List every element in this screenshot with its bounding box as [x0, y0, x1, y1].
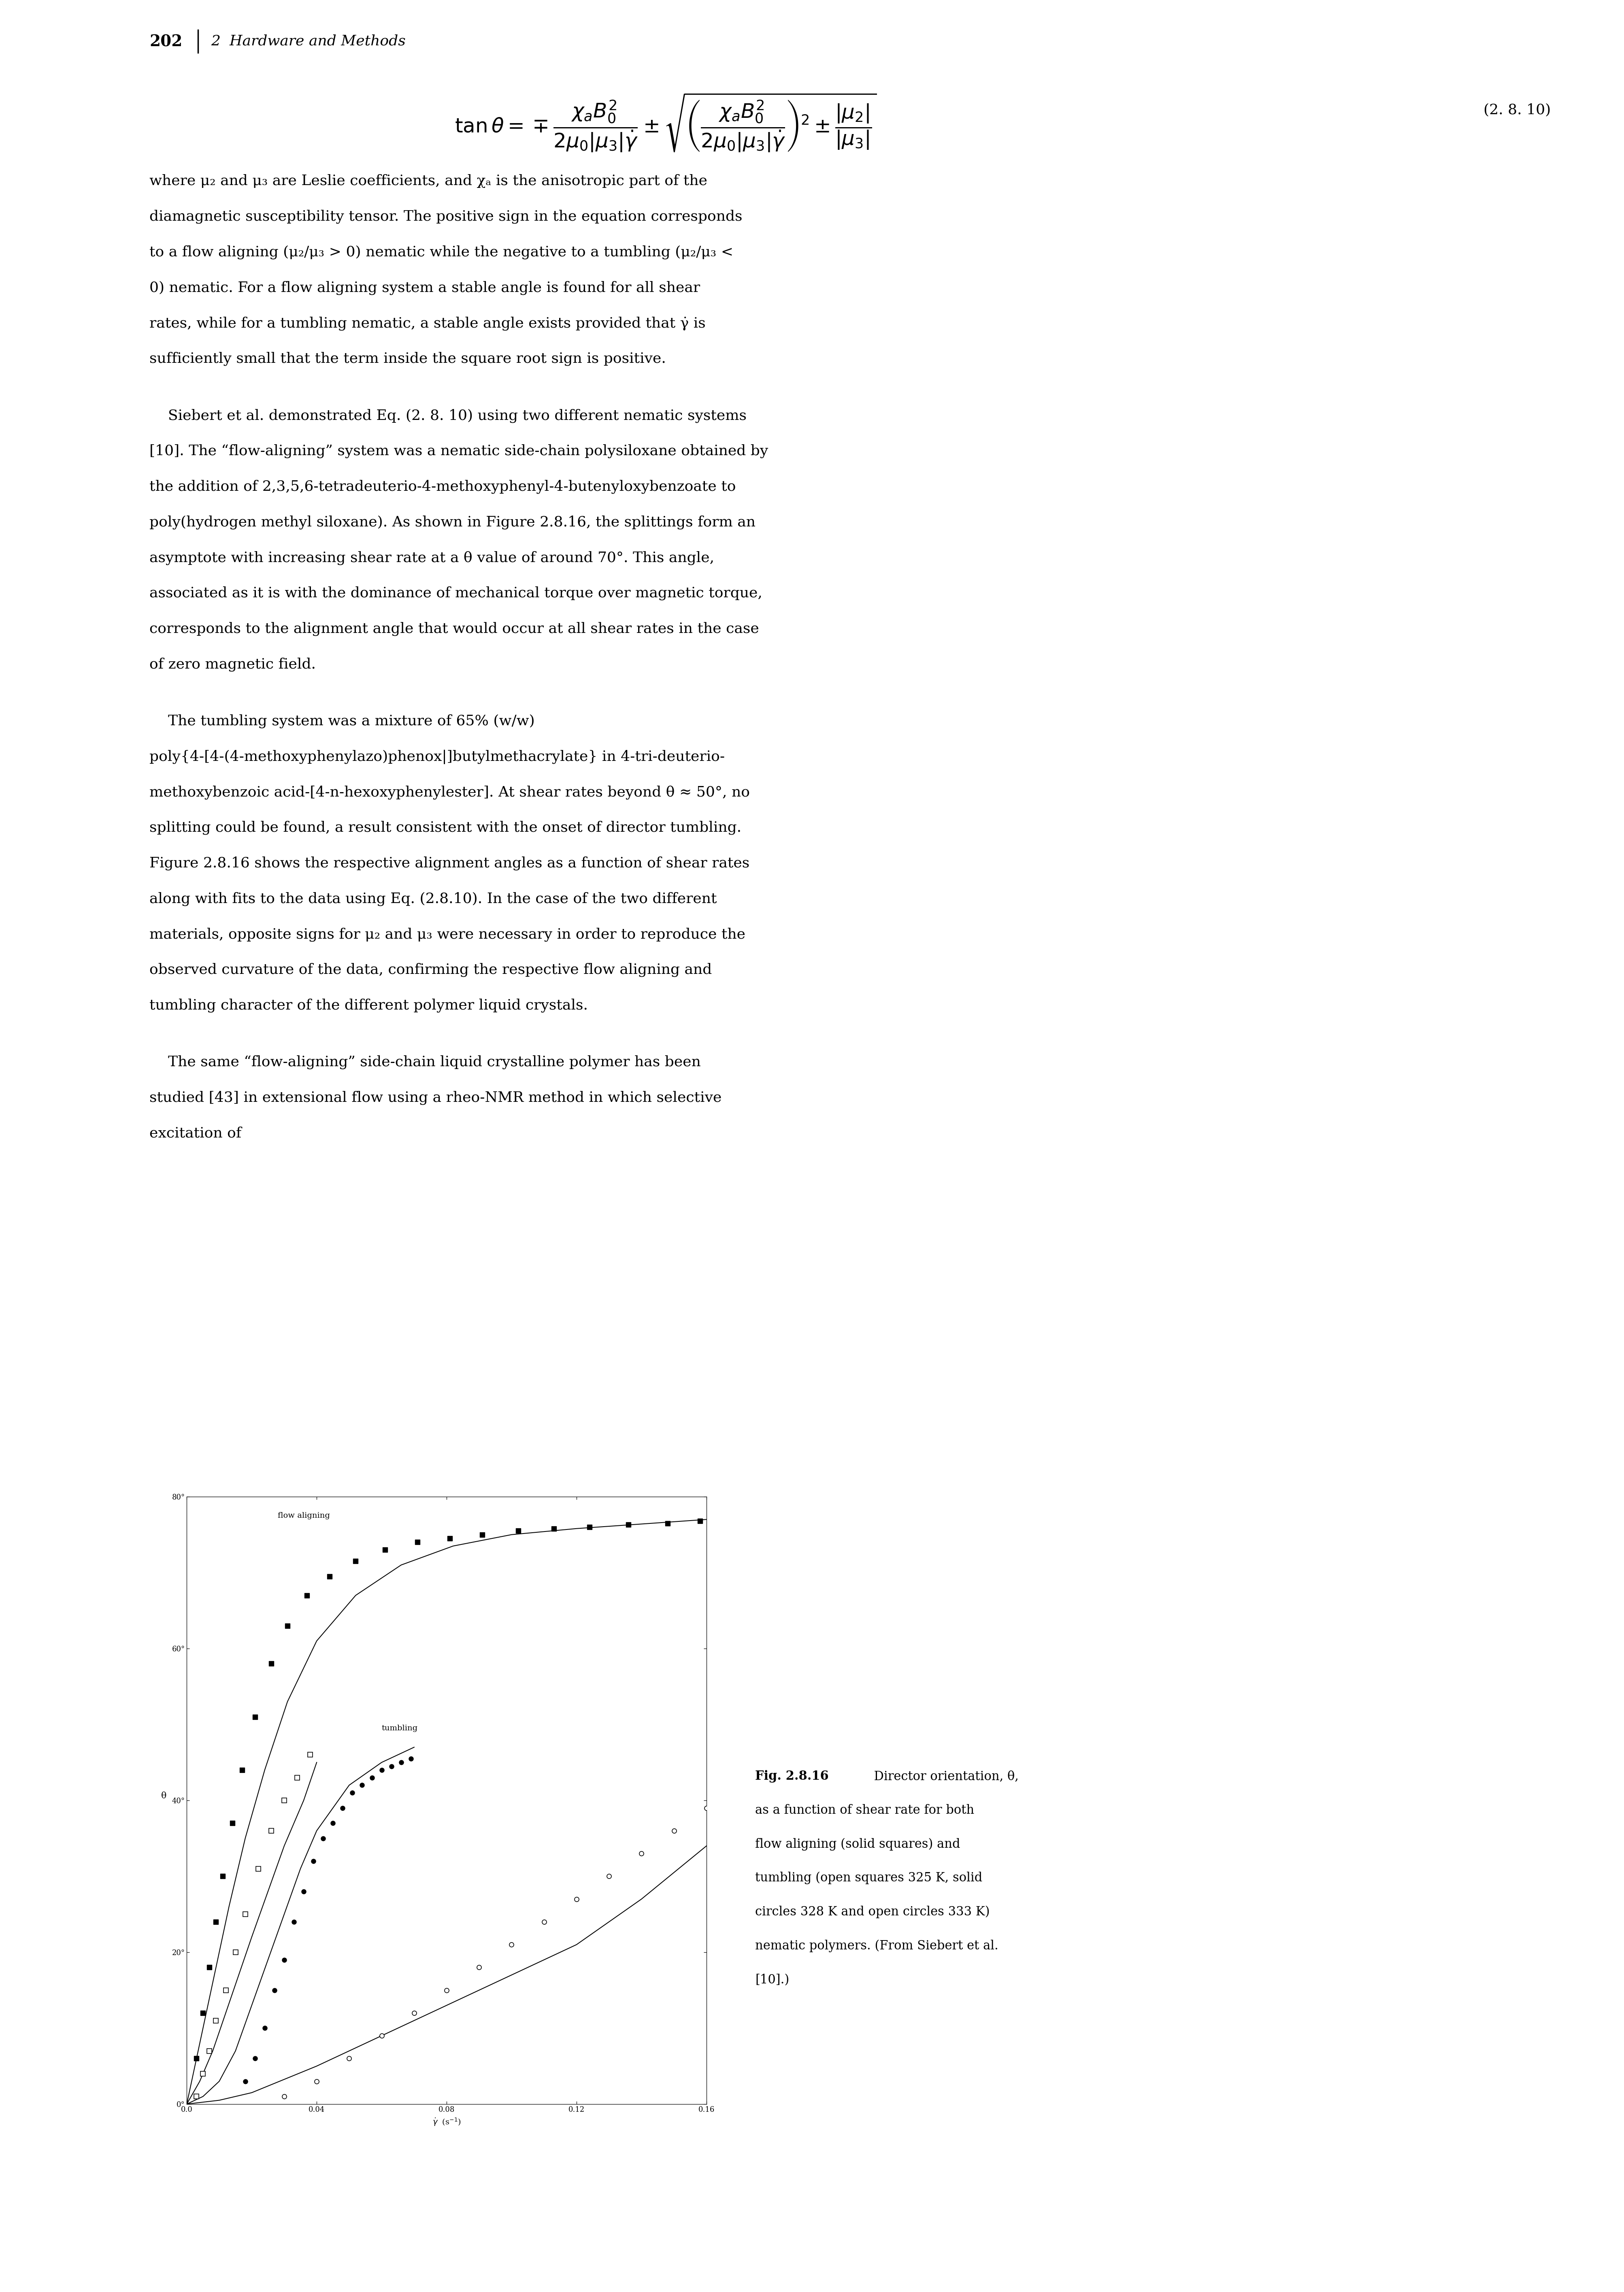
Text: excitation of: excitation of [149, 1125, 242, 1139]
Text: studied [43] in extensional flow using a rheo-NMR method in which selective: studied [43] in extensional flow using a… [149, 1091, 721, 1105]
Text: asymptote with increasing shear rate at a θ value of around 70°. This angle,: asymptote with increasing shear rate at … [149, 550, 715, 564]
Text: methoxybenzoic acid-[4-n-hexoxyphenylester]. At shear rates beyond θ ≈ 50°, no: methoxybenzoic acid-[4-n-hexoxyphenylest… [149, 786, 750, 800]
Text: flow aligning (solid squares) and: flow aligning (solid squares) and [755, 1838, 960, 1850]
Text: to a flow aligning (μ₂/μ₃ > 0) nematic while the negative to a tumbling (μ₂/μ₃ <: to a flow aligning (μ₂/μ₃ > 0) nematic w… [149, 245, 734, 259]
Text: diamagnetic susceptibility tensor. The positive sign in the equation corresponds: diamagnetic susceptibility tensor. The p… [149, 209, 742, 225]
Text: nematic polymers. (From Siebert et al.: nematic polymers. (From Siebert et al. [755, 1939, 999, 1953]
Text: of zero magnetic field.: of zero magnetic field. [149, 658, 315, 672]
Text: associated as it is with the dominance of mechanical torque over magnetic torque: associated as it is with the dominance o… [149, 587, 762, 601]
Text: splitting could be found, a result consistent with the onset of director tumblin: splitting could be found, a result consi… [149, 821, 742, 834]
Text: tumbling character of the different polymer liquid crystals.: tumbling character of the different poly… [149, 999, 588, 1013]
Text: poly(hydrogen methyl siloxane). As shown in Figure 2.8.16, the splittings form a: poly(hydrogen methyl siloxane). As shown… [149, 516, 755, 529]
Text: the addition of 2,3,5,6-tetradeuterio-4-methoxyphenyl-4-butenyloxybenzoate to: the addition of 2,3,5,6-tetradeuterio-4-… [149, 479, 736, 493]
Text: materials, opposite signs for μ₂ and μ₃ were necessary in order to reproduce the: materials, opposite signs for μ₂ and μ₃ … [149, 928, 745, 942]
Text: tumbling: tumbling [382, 1726, 417, 1733]
Text: (2. 8. 10): (2. 8. 10) [1484, 103, 1551, 117]
Text: tumbling (open squares 325 K, solid: tumbling (open squares 325 K, solid [755, 1873, 983, 1884]
Text: Fig. 2.8.16: Fig. 2.8.16 [755, 1769, 828, 1783]
Text: 2  Hardware and Methods: 2 Hardware and Methods [211, 34, 406, 48]
Text: 202: 202 [149, 34, 182, 50]
Text: The same “flow-aligning” side-chain liquid crystalline polymer has been: The same “flow-aligning” side-chain liqu… [149, 1054, 702, 1068]
Text: $\tan\theta = \mp\dfrac{\chi_a B_0^2}{2\mu_0|\mu_3|\dot{\gamma}} \pm \sqrt{\left: $\tan\theta = \mp\dfrac{\chi_a B_0^2}{2\… [455, 92, 877, 154]
Text: sufficiently small that the term inside the square root sign is positive.: sufficiently small that the term inside … [149, 351, 666, 367]
Text: [10].): [10].) [755, 1973, 789, 1987]
Text: Figure 2.8.16 shows the respective alignment angles as a function of shear rates: Figure 2.8.16 shows the respective align… [149, 857, 750, 871]
Text: circles 328 K and open circles 333 K): circles 328 K and open circles 333 K) [755, 1905, 989, 1918]
Text: Director orientation, θ,: Director orientation, θ, [866, 1769, 1018, 1783]
Text: as a function of shear rate for both: as a function of shear rate for both [755, 1804, 974, 1818]
X-axis label: $\dot{\gamma}$  (s$^{-1}$): $\dot{\gamma}$ (s$^{-1}$) [432, 2118, 461, 2127]
Text: rates, while for a tumbling nematic, a stable angle exists provided that γ̇ is: rates, while for a tumbling nematic, a s… [149, 316, 705, 330]
Text: along with fits to the data using Eq. (2.8.10). In the case of the two different: along with fits to the data using Eq. (2… [149, 892, 716, 905]
Text: where μ₂ and μ₃ are Leslie coefficients, and χₐ is the anisotropic part of the: where μ₂ and μ₃ are Leslie coefficients,… [149, 174, 708, 188]
Y-axis label: θ: θ [161, 1792, 167, 1802]
Text: 0) nematic. For a flow aligning system a stable angle is found for all shear: 0) nematic. For a flow aligning system a… [149, 280, 700, 296]
Text: Siebert et al. demonstrated Eq. (2. 8. 10) using two different nematic systems: Siebert et al. demonstrated Eq. (2. 8. 1… [149, 408, 747, 422]
Text: corresponds to the alignment angle that would occur at all shear rates in the ca: corresponds to the alignment angle that … [149, 621, 758, 635]
Text: observed curvature of the data, confirming the respective flow aligning and: observed curvature of the data, confirmi… [149, 963, 711, 976]
Text: flow aligning: flow aligning [278, 1513, 330, 1520]
Text: poly{4-[4-(4-methoxyphenylazo)phenox|]butylmethacrylate} in 4-tri-deuterio-: poly{4-[4-(4-methoxyphenylazo)phenox|]bu… [149, 749, 724, 763]
Text: The tumbling system was a mixture of 65% (w/w): The tumbling system was a mixture of 65%… [149, 715, 534, 729]
Text: [10]. The “flow-aligning” system was a nematic side-chain polysiloxane obtained : [10]. The “flow-aligning” system was a n… [149, 445, 768, 458]
